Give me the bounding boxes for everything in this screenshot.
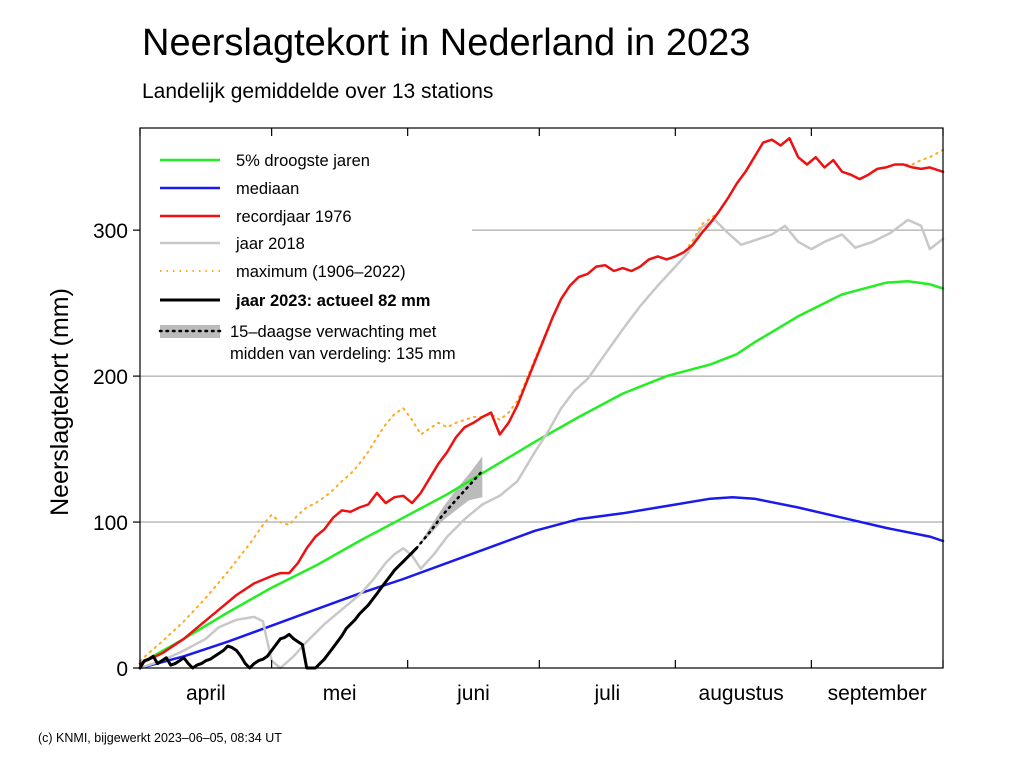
series-line-3 — [138, 136, 945, 665]
forecast-median-line — [415, 469, 484, 550]
grid-layer — [140, 229, 943, 523]
x-tick-label-augustus: augustus — [699, 682, 784, 705]
plot-frame — [139, 127, 944, 669]
y-tick-label-300: 300 — [93, 220, 128, 243]
legend-label-forecast-line1: 15–daagse verwachting met — [230, 323, 437, 341]
legend-label-1: mediaan — [236, 180, 299, 198]
x-tick-label-april: april — [186, 682, 226, 705]
chart-title: Neerslagtekort in Nederland in 2023 — [142, 22, 751, 64]
legend-label-forecast-line2: midden van verdeling: 135 mm — [230, 345, 456, 363]
legend: 5% droogste jaren mediaan recordjaar 1976 j… — [158, 152, 456, 363]
legend-swatch-forecast-band — [160, 325, 220, 338]
legend-label-5: jaar 2023: actueel 82 mm — [235, 292, 430, 310]
series-line-0 — [138, 279, 945, 665]
x-tick-label-juli: juli — [593, 682, 620, 705]
y-tick-label-100: 100 — [93, 512, 128, 535]
axis-layer: 0 100 200 300 april mei juni juli augustus septem… — [93, 127, 944, 705]
credit-footer: (c) KNMI, bijgewerkt 2023–06–05, 08:34 U… — [38, 731, 282, 745]
x-tick-label-september: september — [828, 682, 927, 705]
series-line-4 — [139, 137, 944, 662]
legend-label-4: maximum (1906–2022) — [236, 263, 406, 281]
y-tick-label-0: 0 — [116, 658, 128, 681]
forecast-band-layer — [416, 456, 483, 549]
y-axis-title: Neerslagtekort (mm) — [46, 288, 74, 516]
forecast-band — [416, 456, 483, 549]
series-line-1 — [138, 495, 945, 670]
y-tick-label-200: 200 — [93, 366, 128, 389]
series-line-5 — [138, 546, 418, 670]
legend-label-3: recordjaar 1976 — [236, 208, 352, 226]
legend-label-2: jaar 2018 — [235, 235, 305, 253]
series-line-2 — [138, 218, 945, 670]
x-tick-label-juni: juni — [456, 682, 490, 705]
chart-subtitle: Landelijk gemiddelde over 13 stations — [142, 80, 494, 103]
series-layer — [138, 136, 945, 670]
x-tick-label-mei: mei — [323, 682, 357, 705]
legend-label-0: 5% droogste jaren — [236, 152, 370, 170]
